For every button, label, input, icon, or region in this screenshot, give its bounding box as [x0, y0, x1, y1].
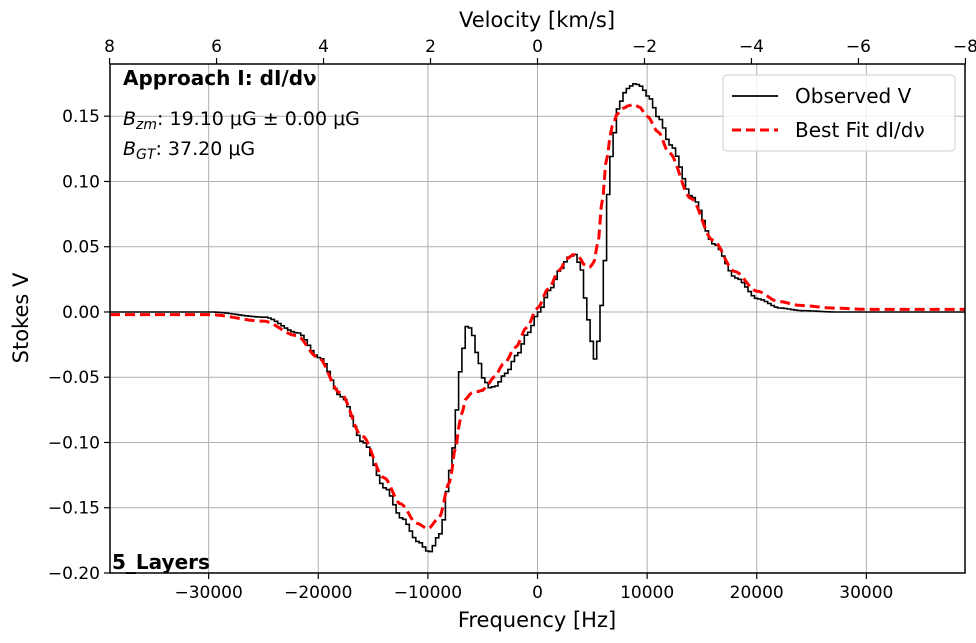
top-tick-label: −6 [846, 37, 871, 57]
y-tick-label: −0.10 [48, 433, 100, 453]
x-tick-label: −20000 [284, 583, 352, 603]
x-tick-label: 30000 [839, 583, 893, 603]
series-line-bestfit [110, 102, 965, 531]
top-tick-label: −4 [739, 37, 764, 57]
x-tick-label: 20000 [730, 583, 784, 603]
y-axis-label: Stokes V [9, 272, 33, 363]
y-tick-label: 0.10 [62, 172, 100, 192]
y-tick-label: −0.15 [48, 499, 100, 519]
plot-series [110, 83, 965, 553]
annotation-title: Approach I: dI/dν [123, 66, 317, 90]
top-tick-label: 0 [532, 37, 543, 57]
annotation-bgt: BGT: 37.20 μG [123, 138, 255, 163]
legend-box [722, 74, 956, 152]
y-tick-label: −0.05 [48, 368, 100, 388]
axis-ticks: −30000 −20000 −10000 0 10000 20000 30000 −0.20 −… [48, 37, 976, 603]
y-tick-label: 0.05 [62, 238, 100, 258]
x-tick-label: 10000 [620, 583, 674, 603]
y-tick-label: 0.00 [62, 303, 100, 323]
legend-label-observed: Observed V [795, 84, 912, 108]
x-tick-label: −10000 [394, 583, 462, 603]
y-tick-label: −0.20 [48, 564, 100, 584]
series-line-observed [110, 83, 965, 553]
legend-label-bestfit: Best Fit dI/dν [795, 118, 925, 142]
annotation-bzm: Bzm: 19.10 μG ± 0.00 μG [123, 108, 360, 133]
top-tick-label: 6 [211, 37, 222, 57]
x-axis-label: Frequency [Hz] [458, 608, 616, 632]
annotation-layers: 5_Layers [112, 550, 210, 574]
x-tick-label: −30000 [174, 583, 242, 603]
y-tick-label: 0.15 [62, 107, 100, 127]
top-tick-label: 2 [425, 37, 436, 57]
top-tick-label: 4 [318, 37, 329, 57]
top-axis-label: Velocity [km/s] [459, 8, 615, 32]
legend: Observed V Best Fit dI/dν [722, 74, 956, 152]
top-tick-label: 8 [104, 37, 115, 57]
top-tick-label: −2 [632, 37, 657, 57]
x-tick-label: 0 [532, 583, 543, 603]
top-tick-label: −8 [953, 37, 976, 57]
